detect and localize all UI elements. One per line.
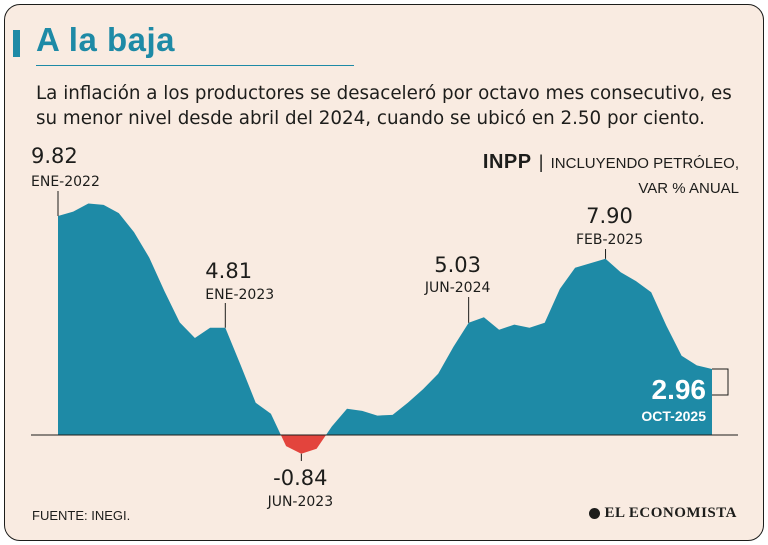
title-accent-bar (13, 30, 20, 57)
legend-description-1: INCLUYENDO PETRÓLEO, (550, 155, 739, 172)
annotation-bracket (712, 368, 729, 396)
annotation-date: ENE-2022 (31, 174, 100, 190)
annotation-value-latest: 2.96 (652, 374, 707, 405)
legend-line-1: INPP | INCLUYENDO PETRÓLEO, (483, 151, 739, 174)
annotation-date: FEB-2025 (576, 232, 643, 248)
legend-series-name: INPP (482, 151, 532, 173)
legend-description-2: VAR % ANUAL (638, 180, 739, 197)
brand-mark-icon (588, 508, 600, 519)
annotation-value: 4.81 (205, 259, 252, 283)
annotation-value: 9.82 (31, 144, 78, 168)
title-underline (36, 65, 354, 66)
chart-legend: INPP | INCLUYENDO PETRÓLEO, VAR % ANUAL (483, 151, 739, 197)
annotation-value: -0.84 (273, 466, 327, 490)
annotation-date: JUN-2024 (424, 280, 491, 296)
page-title: A la baja (36, 21, 175, 58)
brand-logo: EL ECONOMISTA (588, 505, 738, 522)
annotation-date: ENE-2023 (205, 287, 274, 303)
annotation-date-latest: OCT-2025 (641, 408, 706, 424)
brand-name: EL ECONOMISTA (604, 505, 737, 521)
legend-separator: | (538, 152, 544, 172)
subtitle: La inflación a los productores se desace… (36, 83, 732, 129)
annotation-value: 7.90 (586, 204, 633, 228)
annotation-value: 5.03 (434, 253, 481, 277)
source-note: FUENTE: INEGI. (32, 508, 131, 523)
annotation-date: JUN-2023 (267, 494, 334, 510)
area-positive (58, 203, 712, 435)
